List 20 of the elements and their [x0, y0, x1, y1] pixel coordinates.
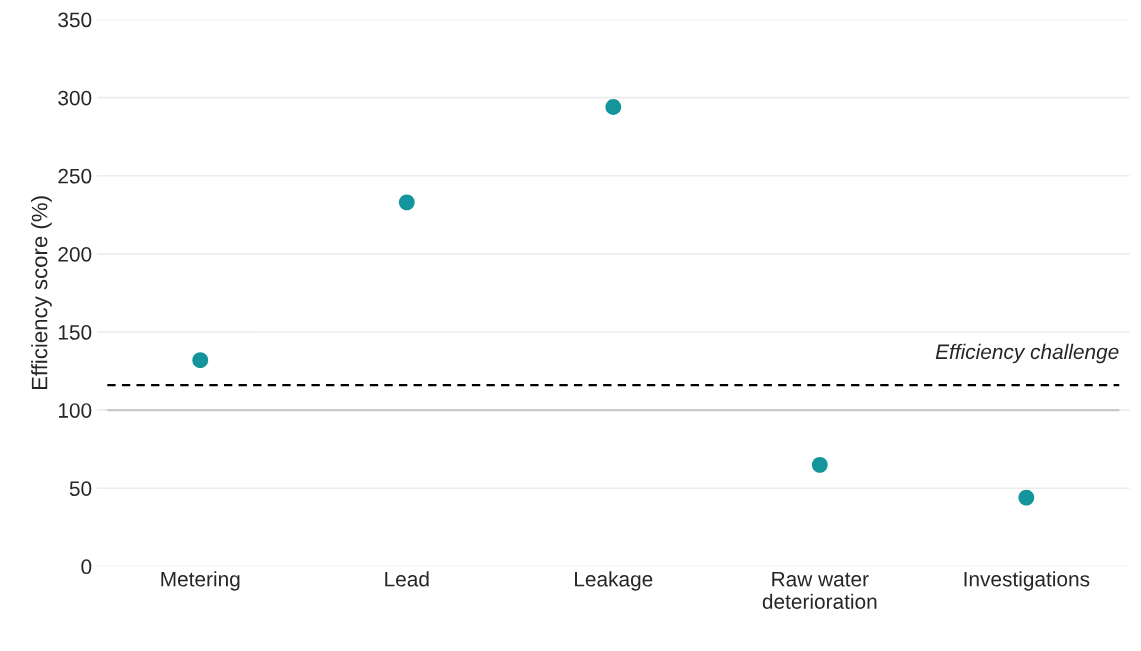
x-tick-label: Investigations	[964, 571, 1090, 591]
x-tick-label: Raw water deterioration	[762, 572, 877, 609]
x-tick-label: Leakage	[575, 571, 653, 591]
y-tick-label: 150	[58, 325, 92, 340]
point	[605, 99, 622, 115]
y-tick-label: 200	[58, 246, 92, 262]
y-tick-label: 50	[69, 481, 92, 496]
x-tick-label: Metering	[161, 571, 240, 591]
point	[1018, 489, 1035, 506]
point	[192, 352, 209, 369]
y-tick-label: 300	[58, 90, 92, 106]
point	[811, 456, 828, 473]
ref-line-label: Efficiency challenge	[935, 343, 1119, 364]
y-axis-title: Efficiency score (%)	[31, 196, 52, 390]
y-tick-label: 0	[81, 559, 92, 575]
y-tick-label: 350	[58, 12, 92, 28]
y-tick-label: 250	[58, 168, 92, 184]
point	[398, 194, 415, 211]
y-tick-label: 100	[58, 403, 92, 418]
x-tick-label: Lead	[385, 571, 429, 587]
